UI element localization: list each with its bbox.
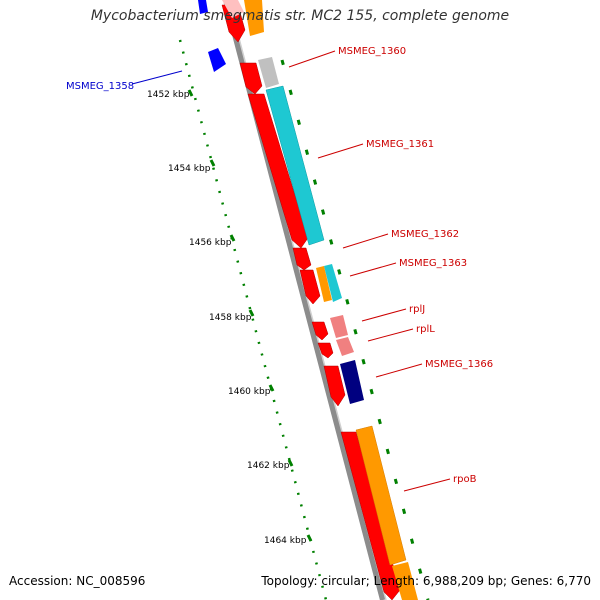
gene-labels: MSMEG_1358 MSMEG_1360 MSMEG_1361 MSMEG_1… [66,46,493,485]
leader-line [361,308,407,322]
cds-bar [392,562,418,600]
cds-bar [208,48,226,72]
leader-line [131,70,183,85]
gene-label-rplj: rplJ [409,304,425,315]
cds-bar [258,57,279,88]
outer-ticks [280,59,430,600]
tick-label: 1452 kbp [147,90,190,100]
leader-line [403,478,451,492]
tick-label: 1460 kbp [228,387,271,397]
tick-label: 1456 kbp [189,238,232,248]
gene-label-msmeg-1361: MSMEG_1361 [366,139,434,150]
gene-arrow [317,342,334,359]
gene-label-msmeg-1366: MSMEG_1366 [425,359,493,370]
cds-bar [330,315,348,338]
gene-label-msmeg-1358: MSMEG_1358 [66,81,134,92]
major-tick [209,159,216,167]
leader-line [342,233,389,249]
map-title: Mycobacterium smegmatis str. MC2 155, co… [90,8,510,24]
leader-line [349,262,397,277]
major-tick [248,309,255,317]
gene-track [221,4,401,600]
cds-bar [340,360,364,404]
tick-ruler [178,39,328,600]
leader-line [367,328,414,342]
major-tick [268,384,275,392]
tick-label: 1454 kbp [168,164,211,174]
gene-label-rpll: rplL [416,324,435,335]
gene-arrow [323,365,346,407]
leader-line [288,50,336,68]
gene-label-rpob: rpoB [453,474,477,485]
gene-arrow [247,93,309,249]
major-ticks [187,89,313,542]
major-tick [187,89,194,97]
tick-label: 1458 kbp [209,313,252,323]
tick-label: 1464 kbp [264,536,307,546]
tick-label: 1462 kbp [247,461,290,471]
label-leaders [131,50,451,492]
leader-line [375,363,423,378]
gene-arrow [340,431,401,600]
cds-bar [198,0,208,14]
gene-arrow [292,247,312,271]
tick-labels: 1452 kbp 1454 kbp 1456 kbp 1458 kbp 1460… [147,90,307,546]
gene-arrow [311,321,329,341]
major-tick [306,534,313,542]
cds-bar [316,266,332,302]
major-tick [229,234,236,242]
cds-track [198,0,418,600]
cds-bar [336,337,354,356]
cds-bar [355,425,407,566]
gene-arrow [299,269,321,305]
genome-summary-text: Topology: circular; Length: 6,988,209 bp… [261,574,591,588]
cds-bar [222,0,244,18]
leader-line [317,143,364,159]
cds-bar [265,85,325,246]
gene-label-msmeg-1362: MSMEG_1362 [391,229,459,240]
cds-bar [244,0,264,36]
cds-bar [324,264,342,302]
gene-label-msmeg-1360: MSMEG_1360 [338,46,406,57]
gene-arrow [239,62,263,95]
accession-text: Accession: NC_008596 [9,574,146,588]
gene-label-msmeg-1363: MSMEG_1363 [399,258,467,269]
major-tick [287,459,294,467]
